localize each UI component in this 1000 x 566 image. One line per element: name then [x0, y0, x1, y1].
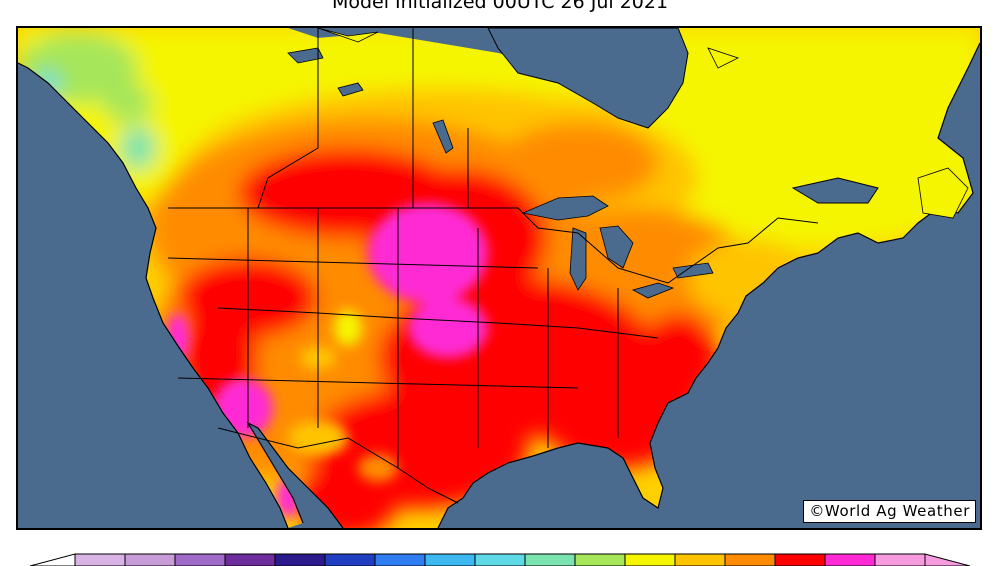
colorbar-swatch	[724, 553, 776, 566]
great-slave-lake	[337, 82, 364, 97]
colorbar-swatch	[524, 553, 576, 566]
gulf-st-lawrence	[791, 177, 879, 204]
colorbar-swatch	[424, 553, 476, 566]
colorbar-swatch	[324, 553, 376, 566]
lake-michigan	[569, 227, 587, 291]
islands	[317, 28, 969, 219]
great-bear-lake	[287, 47, 324, 64]
colorbar-swatch	[274, 553, 326, 566]
borders	[167, 28, 819, 504]
lake-superior	[521, 195, 609, 221]
hudson-bay	[487, 28, 689, 129]
colorbar-left-arrow	[29, 553, 76, 566]
colorbar-swatch	[474, 553, 526, 566]
temperature-colorbar	[29, 553, 971, 566]
colorbar-swatch	[74, 553, 126, 566]
map-title: Model Initialized 00UTC 26 Jul 2021	[331, 0, 669, 13]
colorbar-swatch	[574, 553, 626, 566]
colorbar-swatch	[874, 553, 926, 566]
lake-winnipeg	[432, 119, 454, 154]
colorbar-swatch	[224, 553, 276, 566]
temperature-map: ©World Ag Weather	[16, 26, 982, 530]
lakes	[287, 47, 714, 299]
temperature-field	[18, 28, 980, 528]
bays	[487, 28, 879, 204]
copyright-credit: ©World Ag Weather	[803, 500, 976, 523]
colorbar-swatch	[374, 553, 426, 566]
colorbar-swatch	[174, 553, 226, 566]
lake-erie	[631, 282, 675, 299]
colorbar-right-arrow	[924, 553, 971, 566]
lake-huron	[599, 225, 634, 269]
colorbar-swatch	[824, 553, 876, 566]
colorbar-swatch	[624, 553, 676, 566]
colorbar-swatch	[674, 553, 726, 566]
newfoundland	[917, 167, 969, 219]
colorbar-swatch	[124, 553, 176, 566]
colorbar-swatch	[774, 553, 826, 566]
lake-ontario	[672, 262, 714, 279]
map-canvas	[18, 28, 980, 528]
